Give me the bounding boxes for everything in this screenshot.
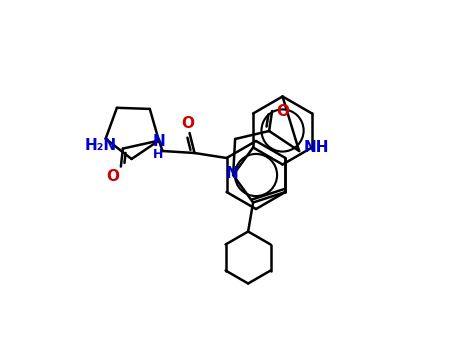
Text: O: O [106, 169, 119, 184]
Text: NH: NH [304, 140, 329, 155]
Text: O: O [276, 104, 289, 119]
Text: H: H [153, 147, 164, 161]
Text: N: N [226, 167, 238, 182]
Text: H₂N: H₂N [85, 138, 117, 153]
Text: O: O [181, 117, 194, 132]
Text: N: N [152, 134, 165, 149]
